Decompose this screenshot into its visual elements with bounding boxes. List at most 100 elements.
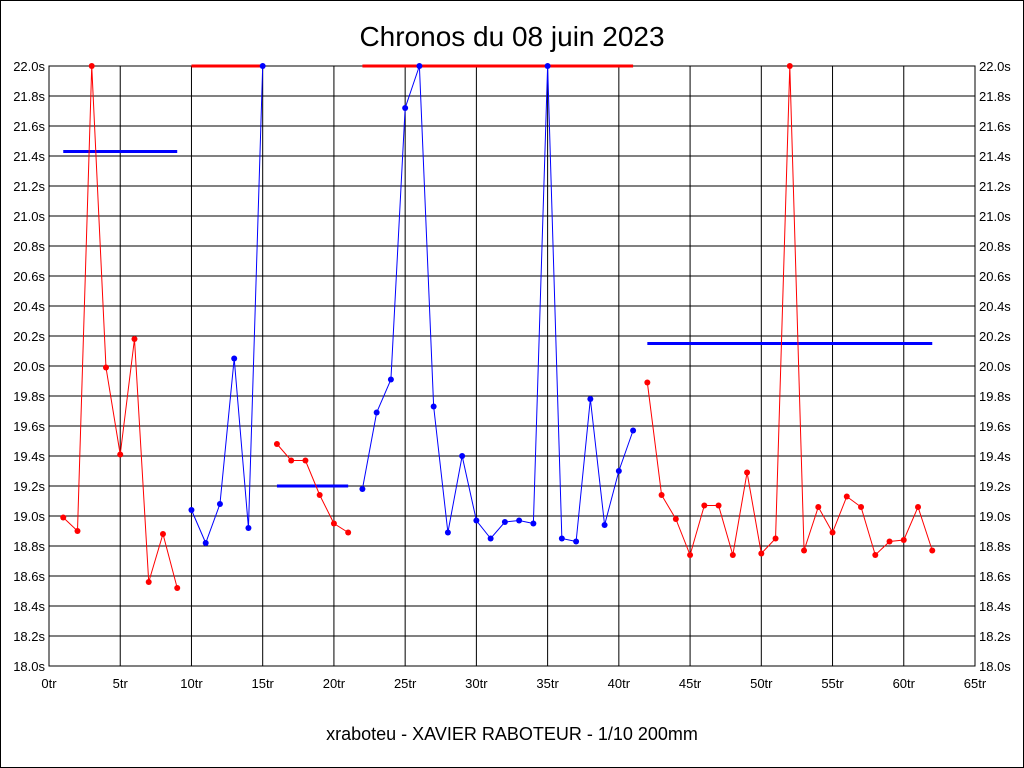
y-tick-label-left: 21.8s (13, 89, 45, 104)
y-tick-label-right: 20.6s (979, 269, 1011, 284)
series-point (302, 457, 309, 464)
series-point (430, 403, 437, 410)
y-tick-label-left: 20.2s (13, 329, 45, 344)
y-tick-label-left: 22.0s (13, 59, 45, 74)
y-tick-label-right: 18.6s (979, 569, 1011, 584)
x-tick-label: 60tr (893, 676, 916, 691)
series-point (772, 535, 779, 542)
lap-series (60, 63, 936, 591)
series-point (402, 105, 409, 111)
series-point (487, 535, 494, 542)
y-tick-label-left: 19.8s (13, 389, 45, 404)
series-point (216, 501, 223, 507)
series-point (373, 409, 380, 416)
axes: 0tr 5tr 10tr 15tr 20tr 25tr 30tr 35tr 40tr 45tr 50… (13, 59, 1011, 691)
chart-footer: xraboteu - XAVIER RABOTEUR - 1/10 200mm (326, 724, 698, 744)
y-tick-label-left: 19.4s (13, 449, 45, 464)
series-point (530, 520, 537, 527)
series-point (615, 468, 622, 474)
series-point (886, 538, 893, 545)
series-point (672, 516, 679, 522)
series-point (687, 552, 694, 558)
series-point (273, 441, 280, 447)
y-tick-label-left: 19.2s (13, 479, 45, 494)
series-point (929, 547, 936, 554)
series-point (658, 492, 665, 498)
series-line (191, 65, 264, 545)
y-tick-label-right: 21.4s (979, 149, 1011, 164)
series-point (501, 519, 508, 525)
series-point (701, 502, 708, 509)
series-point (630, 427, 637, 434)
y-tick-label-left: 20.0s (13, 359, 45, 374)
series-point (516, 517, 523, 524)
series-point (900, 537, 907, 543)
series-point (245, 525, 252, 531)
series-point (815, 504, 822, 510)
series-point (174, 585, 181, 591)
series-point (587, 396, 594, 402)
x-tick-label: 30tr (465, 676, 488, 691)
y-tick-label-right: 20.0s (979, 359, 1011, 374)
x-tick-label: 40tr (608, 676, 631, 691)
x-tick-label: 0tr (41, 676, 57, 691)
series-point (131, 336, 138, 342)
series-line (361, 65, 634, 543)
series-point (60, 514, 67, 521)
x-tick-label: 25tr (394, 676, 417, 691)
x-tick-label: 50tr (750, 676, 773, 691)
chart-title: Chronos du 08 juin 2023 (359, 21, 664, 52)
y-tick-label-right: 21.8s (979, 89, 1011, 104)
series-point (644, 379, 651, 386)
x-tick-label: 20tr (323, 676, 346, 691)
series-point (288, 457, 295, 464)
y-tick-label-left: 20.8s (13, 239, 45, 254)
series-point (786, 63, 793, 69)
y-tick-label-left: 20.6s (13, 269, 45, 284)
y-tick-label-right: 18.0s (979, 659, 1011, 674)
y-tick-label-right: 19.8s (979, 389, 1011, 404)
y-tick-label-left: 21.6s (13, 119, 45, 134)
series-point (459, 453, 466, 459)
series-point (829, 529, 836, 536)
y-tick-label-left: 19.0s (13, 509, 45, 524)
series-point (573, 538, 580, 545)
y-tick-label-right: 19.2s (979, 479, 1011, 494)
y-tick-label-right: 20.8s (979, 239, 1011, 254)
y-tick-label-right: 21.0s (979, 209, 1011, 224)
series-point (387, 376, 394, 383)
x-tick-label: 55tr (821, 676, 844, 691)
series-point (601, 522, 608, 528)
y-tick-label-left: 20.4s (13, 299, 45, 314)
series-point (444, 529, 451, 536)
x-tick-label: 10tr (180, 676, 203, 691)
y-tick-label-right: 21.2s (979, 179, 1011, 194)
y-tick-label-left: 18.0s (13, 659, 45, 674)
series-point (259, 63, 266, 69)
series-point (473, 517, 480, 524)
y-tick-label-right: 20.2s (979, 329, 1011, 344)
y-tick-label-right: 19.6s (979, 419, 1011, 434)
y-tick-label-right: 22.0s (979, 59, 1011, 74)
series-point (188, 507, 195, 513)
series-point (544, 63, 551, 69)
y-tick-label-left: 18.8s (13, 539, 45, 554)
y-tick-label-right: 20.4s (979, 299, 1011, 314)
series-point (715, 502, 722, 509)
y-tick-label-left: 18.2s (13, 629, 45, 644)
series-point (858, 504, 865, 510)
series-point (88, 63, 95, 69)
series-point (145, 579, 152, 585)
grid (48, 65, 976, 667)
y-tick-label-left: 21.0s (13, 209, 45, 224)
series-point (202, 540, 209, 546)
x-tick-label: 15tr (251, 676, 274, 691)
series-point (330, 520, 337, 527)
x-tick-label: 65tr (964, 676, 987, 691)
series-point (744, 469, 751, 476)
y-tick-label-left: 18.6s (13, 569, 45, 584)
series-point (117, 451, 124, 458)
series-point (74, 528, 81, 534)
